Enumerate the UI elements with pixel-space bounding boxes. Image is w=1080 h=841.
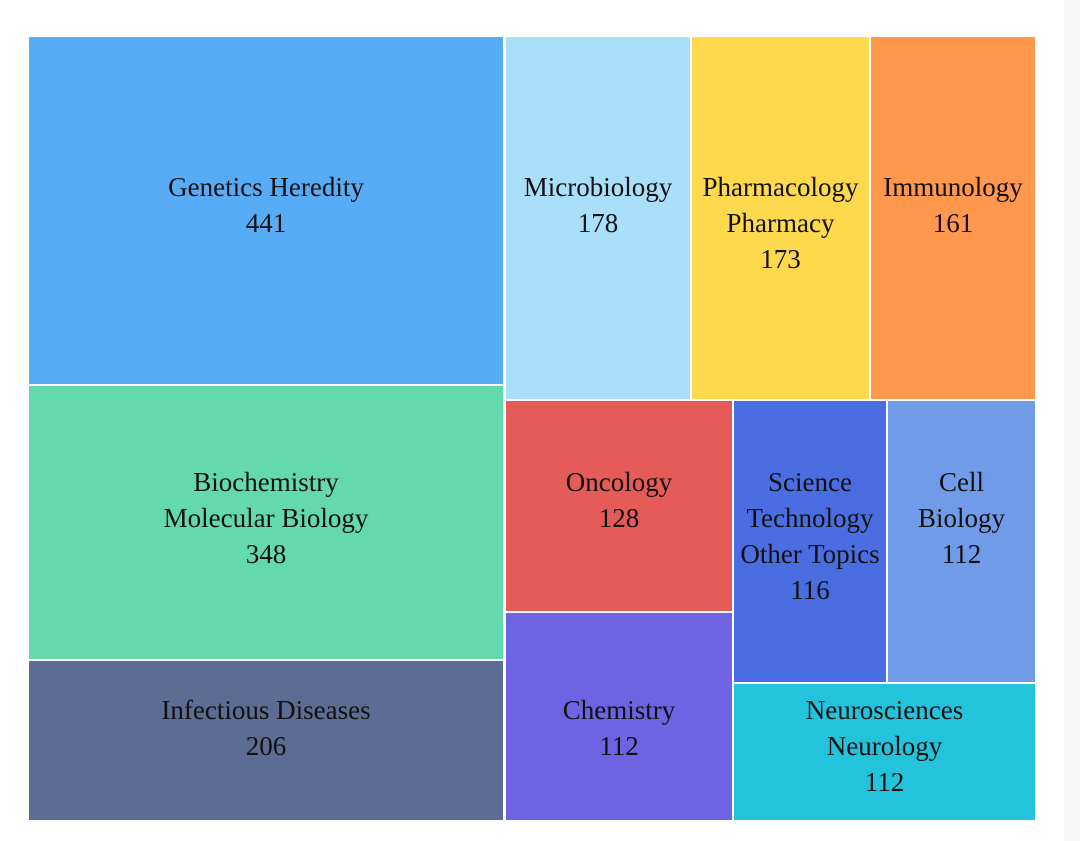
cell-rect-pharmacology-pharmacy (692, 37, 869, 399)
cell-label-microbiology: Microbiology (524, 172, 673, 202)
cell-immunology: Immunology 161 (871, 37, 1035, 399)
cell-label-biochemistry-molecular-biology: Biochemistry (193, 467, 339, 497)
cell-genetics-heredity: Genetics Heredity 441 (29, 37, 503, 384)
cell-cell-biology: Cell Biology 112 (888, 401, 1035, 682)
cell-label-pharmacology-pharmacy: Pharmacy (727, 208, 835, 238)
cell-value-oncology: 128 (599, 503, 640, 533)
cell-rect-microbiology (506, 37, 690, 399)
cell-value-genetics-heredity: 441 (246, 208, 287, 238)
cell-value-biochemistry-molecular-biology: 348 (246, 539, 287, 569)
cell-chemistry: Chemistry 112 (506, 613, 732, 820)
cell-biochemistry-molecular-biology: Biochemistry Molecular Biology 348 (29, 386, 503, 659)
cell-rect-science-technology-other-topics (734, 401, 886, 682)
cell-rect-biochemistry-molecular-biology (29, 386, 503, 659)
cell-label-science-technology-other-topics: Technology (746, 503, 874, 533)
cell-rect-neurosciences-neurology (734, 684, 1035, 820)
cell-infectious-diseases: Infectious Diseases 206 (29, 661, 503, 820)
cell-science-technology-other-topics: Science Technology Other Topics 116 (734, 401, 886, 682)
cell-rect-genetics-heredity (29, 37, 503, 384)
cell-value-infectious-diseases: 206 (246, 731, 287, 761)
cell-label-biochemistry-molecular-biology: Molecular Biology (164, 503, 369, 533)
cell-label-science-technology-other-topics: Other Topics (740, 539, 879, 569)
cell-label-oncology: Oncology (566, 467, 673, 497)
cell-label-immunology: Immunology (883, 172, 1023, 202)
cell-oncology: Oncology 128 (506, 401, 732, 611)
cell-label-chemistry: Chemistry (563, 695, 676, 725)
cell-value-immunology: 161 (933, 208, 974, 238)
cell-label-genetics-heredity: Genetics Heredity (168, 172, 364, 202)
cell-neurosciences-neurology: Neurosciences Neurology 112 (734, 684, 1035, 820)
cell-label-science-technology-other-topics: Science (768, 467, 852, 497)
cell-value-cell-biology: 112 (942, 539, 982, 569)
cell-value-microbiology: 178 (578, 208, 619, 238)
cell-label-pharmacology-pharmacy: Pharmacology (703, 172, 859, 202)
cell-label-neurosciences-neurology: Neurosciences (806, 695, 963, 725)
cell-value-science-technology-other-topics: 116 (790, 575, 830, 605)
cell-value-neurosciences-neurology: 112 (865, 767, 905, 797)
cell-value-chemistry: 112 (599, 731, 639, 761)
cell-label-cell-biology: Biology (918, 503, 1006, 533)
cell-label-cell-biology: Cell (939, 467, 984, 497)
side-strip (1064, 0, 1080, 841)
cell-label-infectious-diseases: Infectious Diseases (161, 695, 370, 725)
cell-value-pharmacology-pharmacy: 173 (760, 244, 801, 274)
cell-rect-infectious-diseases (29, 661, 503, 820)
cell-rect-immunology (871, 37, 1035, 399)
cell-pharmacology-pharmacy: Pharmacology Pharmacy 173 (692, 37, 869, 399)
cell-rect-oncology (506, 401, 732, 611)
cell-rect-chemistry (506, 613, 732, 820)
cell-rect-cell-biology (888, 401, 1035, 682)
cell-microbiology: Microbiology 178 (506, 37, 690, 399)
cell-label-neurosciences-neurology: Neurology (827, 731, 943, 761)
